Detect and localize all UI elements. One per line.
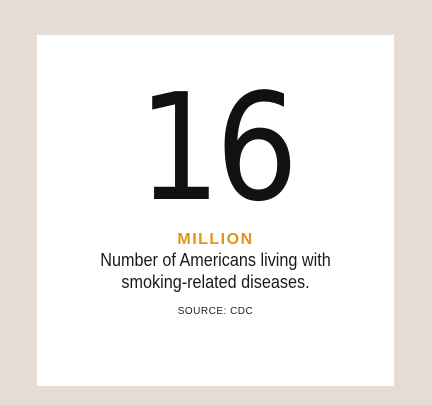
stat-description: Number of Americans living with smoking-… (100, 250, 331, 292)
stat-source: SOURCE: CDC (177, 306, 254, 317)
stat-value: 16 (137, 62, 298, 234)
stat-unit: MILLION (177, 231, 254, 248)
stat-card: 16 MILLION Number of Americans living wi… (37, 35, 394, 386)
